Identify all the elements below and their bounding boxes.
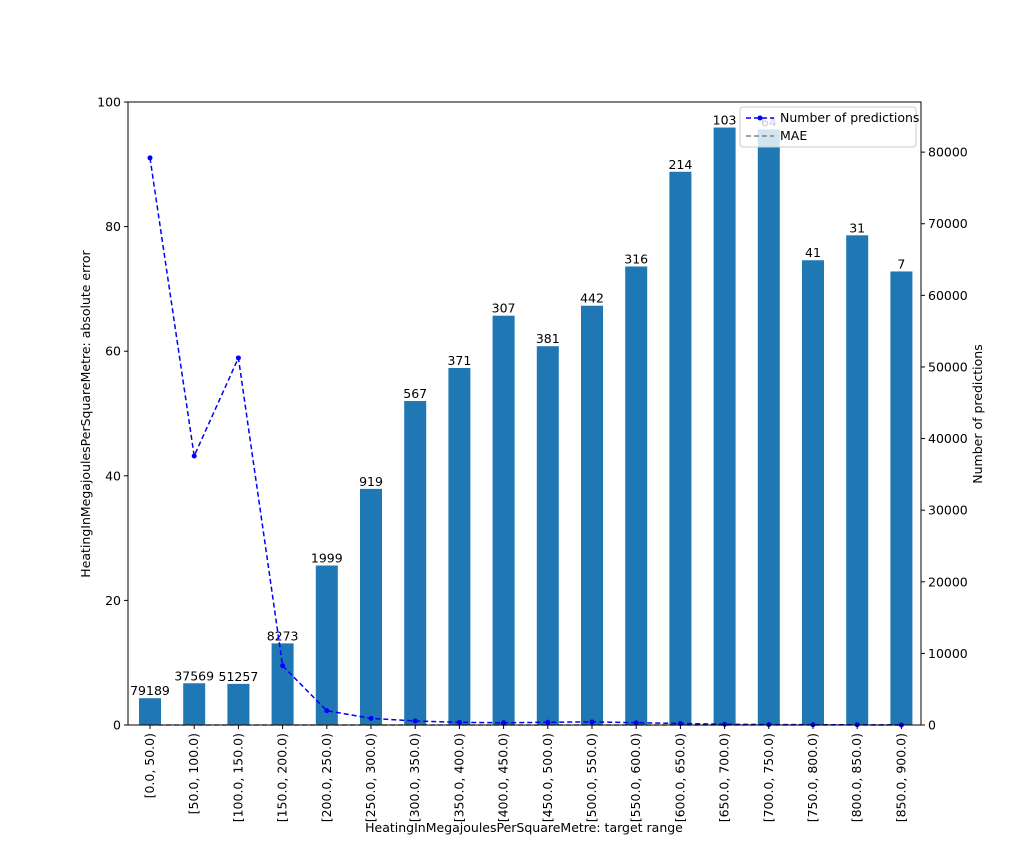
x-tick-label: [100.0, 150.0) bbox=[230, 733, 245, 822]
y-tick-label: 80 bbox=[105, 219, 121, 234]
predictions-point bbox=[722, 721, 728, 727]
bar-label: 316 bbox=[624, 251, 648, 266]
bar bbox=[536, 346, 559, 725]
bar bbox=[757, 129, 780, 726]
y-tick-label: 40 bbox=[105, 468, 121, 483]
y2-tick-label: 30000 bbox=[928, 503, 968, 518]
x-tick-label: [400.0, 450.0) bbox=[496, 733, 511, 822]
predictions-point bbox=[147, 155, 153, 161]
legend-mae-label: MAE bbox=[780, 128, 807, 143]
bar-label: 103 bbox=[713, 113, 737, 128]
predictions-point bbox=[456, 719, 462, 725]
predictions-line bbox=[149, 157, 902, 726]
bars-group bbox=[139, 127, 913, 726]
bar-label: 567 bbox=[403, 386, 427, 401]
bar bbox=[890, 271, 913, 725]
bar bbox=[448, 368, 471, 725]
predictions-point bbox=[280, 663, 286, 669]
y-tick-label: 100 bbox=[97, 95, 121, 110]
y2-tick-label: 10000 bbox=[928, 646, 968, 661]
bar-label: 381 bbox=[536, 331, 560, 346]
bar-labels-group: 79189 37569 51257 8273 1999 919 567 371 307 381 44… bbox=[130, 113, 905, 699]
y2-tick-label: 50000 bbox=[928, 359, 968, 374]
predictions-point bbox=[589, 719, 595, 725]
y2-tick-label: 20000 bbox=[928, 574, 968, 589]
x-tick-label: [700.0, 750.0) bbox=[761, 733, 776, 822]
bar bbox=[625, 266, 648, 725]
x-tick-label: [500.0, 550.0) bbox=[584, 733, 599, 822]
y2-tick-label: 80000 bbox=[928, 145, 968, 160]
predictions-point bbox=[501, 720, 507, 726]
y-tick-label: 0 bbox=[113, 718, 121, 733]
predictions-point bbox=[412, 718, 418, 724]
bar bbox=[492, 315, 515, 725]
bar-label: 442 bbox=[580, 291, 604, 306]
y-tick-label: 20 bbox=[105, 593, 121, 608]
bar bbox=[227, 683, 250, 725]
bar bbox=[581, 305, 603, 725]
y-axis-title: HeatingInMegajoulesPerSquareMetre: absol… bbox=[78, 249, 93, 577]
plot-frame bbox=[127, 101, 922, 726]
right-axis-ticks: 0 10000 20000 30000 40000 50000 60000 70000 8000… bbox=[921, 145, 968, 733]
x-tick-label: [650.0, 700.0) bbox=[717, 733, 732, 822]
y2-tick-label: 40000 bbox=[928, 431, 968, 446]
predictions-point bbox=[191, 453, 197, 459]
predictions-point bbox=[324, 708, 330, 714]
predictions-line-group bbox=[147, 155, 904, 728]
bar-label: 8273 bbox=[267, 628, 299, 643]
y2-tick-label: 0 bbox=[928, 718, 936, 733]
x-axis-ticks: [0.0, 50.0) [50.0, 100.0) [100.0, 150.0) [1… bbox=[142, 725, 908, 822]
x-axis-title: HeatingInMegajoulesPerSquareMetre: targe… bbox=[365, 820, 683, 835]
x-tick-label: [600.0, 650.0) bbox=[672, 733, 687, 822]
left-axis-ticks: 0 20 40 60 80 100 bbox=[97, 95, 128, 733]
bar bbox=[139, 698, 161, 725]
predictions-point bbox=[368, 715, 374, 721]
bar-label: 31 bbox=[849, 220, 865, 235]
bar bbox=[360, 488, 382, 725]
legend-predictions-label: Number of predictions bbox=[780, 110, 919, 125]
x-tick-label: [250.0, 300.0) bbox=[363, 733, 378, 822]
bar-label: 41 bbox=[805, 245, 821, 260]
predictions-point bbox=[235, 355, 241, 361]
bar-label: 214 bbox=[668, 157, 692, 172]
x-tick-label: [800.0, 850.0) bbox=[849, 733, 864, 822]
bar-label: 1999 bbox=[311, 551, 343, 566]
bar-label: 51257 bbox=[219, 669, 259, 684]
y2-tick-label: 70000 bbox=[928, 216, 968, 231]
bar bbox=[846, 235, 869, 725]
bar-label: 371 bbox=[447, 353, 471, 368]
bar-label: 37569 bbox=[174, 668, 214, 683]
y-tick-label: 60 bbox=[105, 344, 121, 359]
x-tick-label: [0.0, 50.0) bbox=[142, 733, 157, 798]
bar bbox=[271, 643, 294, 725]
legend-predictions-marker bbox=[757, 115, 763, 121]
x-tick-label: [300.0, 350.0) bbox=[407, 733, 422, 822]
x-tick-label: [750.0, 800.0) bbox=[805, 733, 820, 822]
bar-label: 7 bbox=[897, 256, 905, 271]
predictions-point bbox=[545, 719, 551, 725]
bar bbox=[713, 127, 736, 726]
bar bbox=[669, 171, 692, 725]
bar bbox=[802, 260, 824, 725]
bar bbox=[315, 565, 338, 725]
y2-axis-title: Number of predictions bbox=[970, 344, 985, 483]
x-tick-label: [350.0, 400.0) bbox=[451, 733, 466, 822]
bar bbox=[404, 401, 427, 725]
x-tick-label: [200.0, 250.0) bbox=[319, 733, 334, 822]
legend-box bbox=[739, 106, 917, 148]
x-tick-label: [150.0, 200.0) bbox=[275, 733, 290, 822]
bar-label: 79189 bbox=[130, 683, 170, 698]
legend: Number of predictions MAE bbox=[739, 106, 919, 148]
y2-tick-label: 60000 bbox=[928, 288, 968, 303]
x-tick-label: [550.0, 600.0) bbox=[628, 733, 643, 822]
bar bbox=[183, 683, 206, 725]
bar-label: 919 bbox=[359, 474, 383, 489]
x-tick-label: [50.0, 100.0) bbox=[186, 733, 201, 814]
x-tick-label: [450.0, 500.0) bbox=[540, 733, 555, 822]
predictions-point bbox=[633, 720, 639, 726]
bar-label: 307 bbox=[492, 301, 516, 316]
x-tick-label: [850.0, 900.0) bbox=[893, 733, 908, 822]
